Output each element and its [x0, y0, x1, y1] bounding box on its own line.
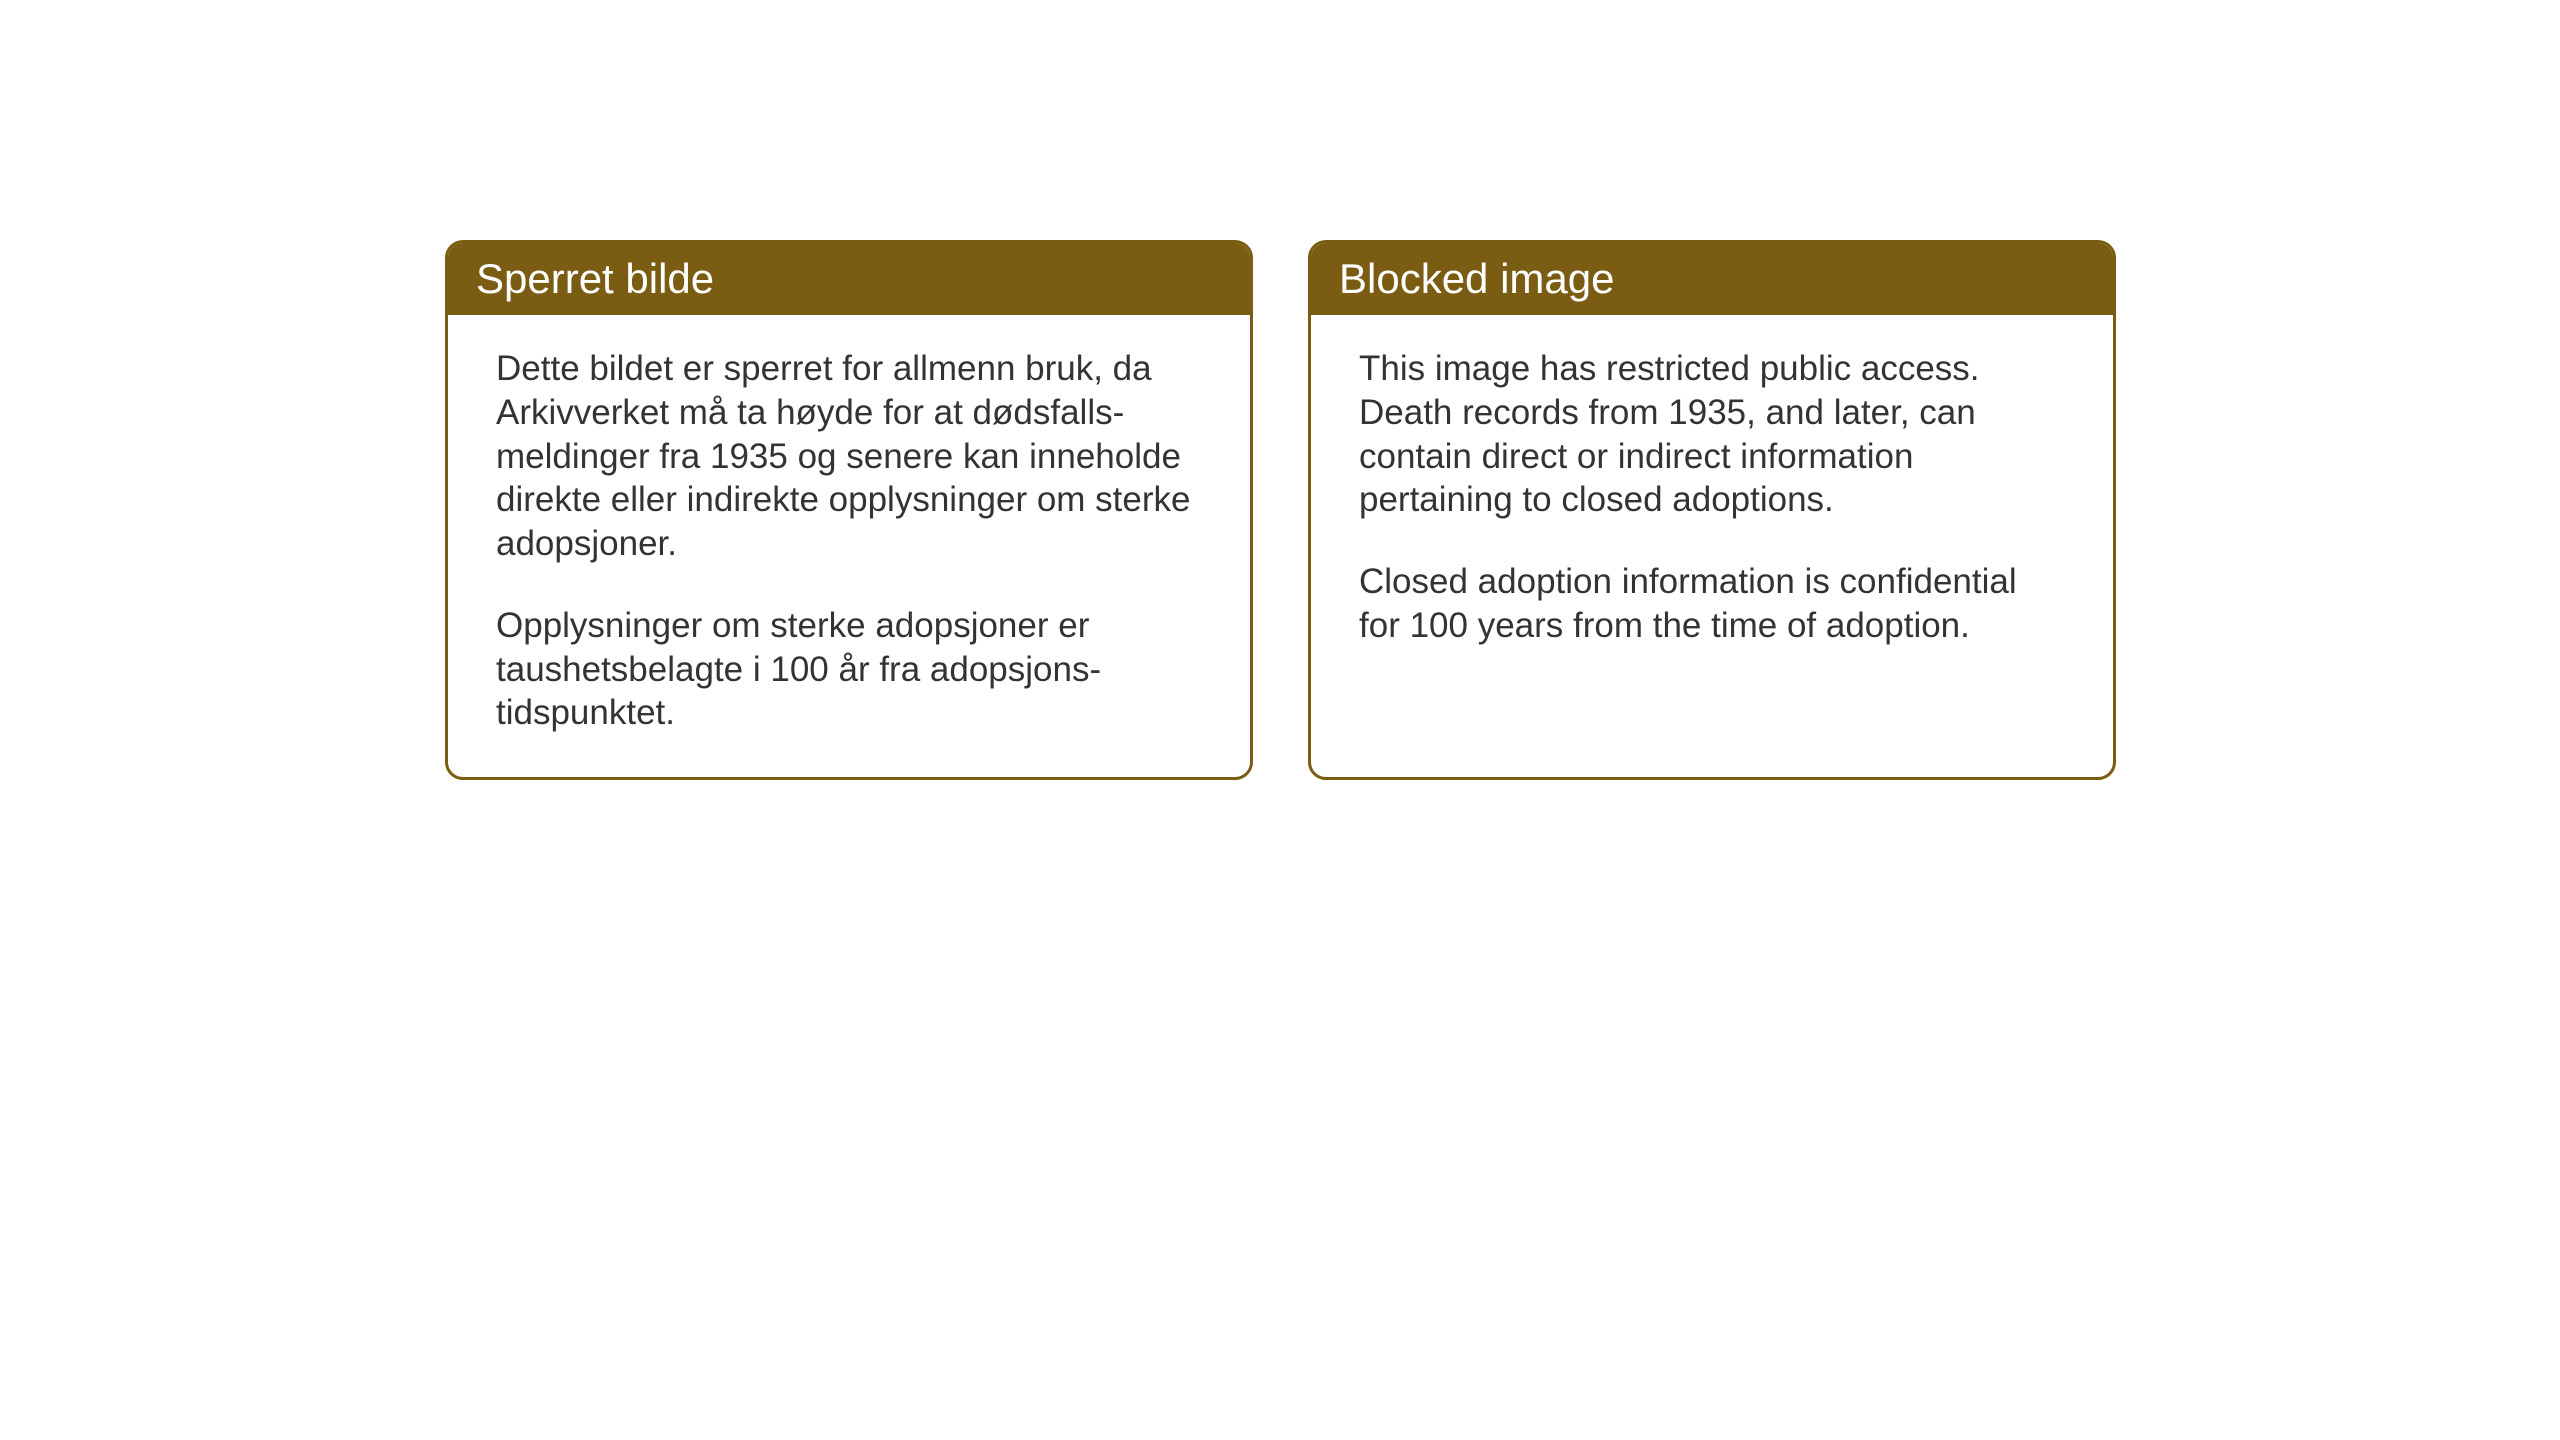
english-card-body: This image has restricted public access.…	[1311, 315, 2113, 690]
english-notice-card: Blocked image This image has restricted …	[1308, 240, 2116, 780]
english-paragraph-2: Closed adoption information is confident…	[1359, 560, 2065, 648]
norwegian-notice-card: Sperret bilde Dette bildet er sperret fo…	[445, 240, 1253, 780]
norwegian-card-title: Sperret bilde	[448, 243, 1250, 315]
norwegian-paragraph-1: Dette bildet er sperret for allmenn bruk…	[496, 347, 1202, 566]
norwegian-card-body: Dette bildet er sperret for allmenn bruk…	[448, 315, 1250, 777]
english-card-title: Blocked image	[1311, 243, 2113, 315]
norwegian-paragraph-2: Opplysninger om sterke adopsjoner er tau…	[496, 604, 1202, 735]
english-paragraph-1: This image has restricted public access.…	[1359, 347, 2065, 522]
notice-cards-container: Sperret bilde Dette bildet er sperret fo…	[445, 240, 2116, 780]
